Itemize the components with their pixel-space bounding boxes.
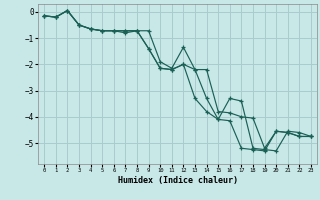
X-axis label: Humidex (Indice chaleur): Humidex (Indice chaleur): [118, 176, 238, 185]
